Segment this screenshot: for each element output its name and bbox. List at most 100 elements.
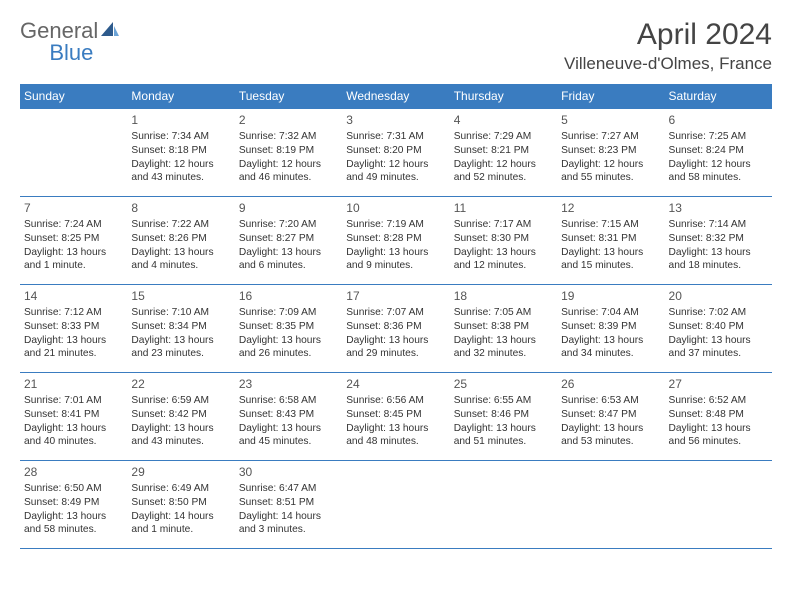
day-info: Sunrise: 7:15 AMSunset: 8:31 PMDaylight:…	[561, 218, 660, 273]
header-tuesday: Tuesday	[235, 84, 342, 109]
header-sunday: Sunday	[20, 84, 127, 109]
daylight-text: Daylight: 13 hours and 58 minutes.	[24, 510, 123, 538]
calendar-week-row: 28Sunrise: 6:50 AMSunset: 8:49 PMDayligh…	[20, 461, 772, 549]
sunrise-text: Sunrise: 7:05 AM	[454, 306, 553, 320]
day-info: Sunrise: 7:05 AMSunset: 8:38 PMDaylight:…	[454, 306, 553, 361]
day-number: 4	[454, 112, 553, 128]
sunrise-text: Sunrise: 7:34 AM	[131, 130, 230, 144]
day-info: Sunrise: 6:52 AMSunset: 8:48 PMDaylight:…	[669, 394, 768, 449]
calendar-day-cell: 18Sunrise: 7:05 AMSunset: 8:38 PMDayligh…	[450, 285, 557, 373]
sunset-text: Sunset: 8:46 PM	[454, 408, 553, 422]
header-monday: Monday	[127, 84, 234, 109]
sunset-text: Sunset: 8:18 PM	[131, 144, 230, 158]
sunset-text: Sunset: 8:40 PM	[669, 320, 768, 334]
sunrise-text: Sunrise: 7:10 AM	[131, 306, 230, 320]
day-number: 2	[239, 112, 338, 128]
daylight-text: Daylight: 13 hours and 6 minutes.	[239, 246, 338, 274]
sunset-text: Sunset: 8:26 PM	[131, 232, 230, 246]
calendar-day-cell: 14Sunrise: 7:12 AMSunset: 8:33 PMDayligh…	[20, 285, 127, 373]
day-number: 6	[669, 112, 768, 128]
day-info: Sunrise: 6:56 AMSunset: 8:45 PMDaylight:…	[346, 394, 445, 449]
calendar-day-cell: 20Sunrise: 7:02 AMSunset: 8:40 PMDayligh…	[665, 285, 772, 373]
calendar-day-cell	[450, 461, 557, 549]
day-info: Sunrise: 6:59 AMSunset: 8:42 PMDaylight:…	[131, 394, 230, 449]
calendar-day-cell: 11Sunrise: 7:17 AMSunset: 8:30 PMDayligh…	[450, 197, 557, 285]
day-info: Sunrise: 7:20 AMSunset: 8:27 PMDaylight:…	[239, 218, 338, 273]
calendar-day-cell: 5 Sunrise: 7:27 AMSunset: 8:23 PMDaylight…	[557, 109, 664, 197]
title-location: Villeneuve-d'Olmes, France	[564, 54, 772, 74]
sunrise-text: Sunrise: 6:53 AM	[561, 394, 660, 408]
daylight-text: Daylight: 13 hours and 26 minutes.	[239, 334, 338, 362]
daylight-text: Daylight: 13 hours and 12 minutes.	[454, 246, 553, 274]
calendar-day-cell: 10 Sunrise: 7:19 AMSunset: 8:28 PMDayligh…	[342, 197, 449, 285]
sunrise-text: Sunrise: 6:59 AM	[131, 394, 230, 408]
daylight-text: Daylight: 13 hours and 4 minutes.	[131, 246, 230, 274]
day-number: 17	[346, 288, 445, 304]
sunset-text: Sunset: 8:20 PM	[346, 144, 445, 158]
sunset-text: Sunset: 8:32 PM	[669, 232, 768, 246]
day-info: Sunrise: 7:02 AMSunset: 8:40 PMDaylight:…	[669, 306, 768, 361]
day-info: Sunrise: 7:17 AMSunset: 8:30 PMDaylight:…	[454, 218, 553, 273]
day-info: Sunrise: 7:32 AMSunset: 8:19 PMDaylight:…	[239, 130, 338, 185]
calendar-day-cell: 27 Sunrise: 6:52 AMSunset: 8:48 PMDayligh…	[665, 373, 772, 461]
calendar-day-cell	[557, 461, 664, 549]
calendar-day-cell: 7Sunrise: 7:24 AMSunset: 8:25 PMDaylight…	[20, 197, 127, 285]
calendar-header-row: Sunday Monday Tuesday Wednesday Thursday…	[20, 84, 772, 109]
sunrise-text: Sunrise: 7:20 AM	[239, 218, 338, 232]
calendar-day-cell	[20, 109, 127, 197]
sunset-text: Sunset: 8:41 PM	[24, 408, 123, 422]
calendar-week-row: 1 Sunrise: 7:34 AMSunset: 8:18 PM Daylight…	[20, 109, 772, 197]
header-wednesday: Wednesday	[342, 84, 449, 109]
daylight-text: Daylight: 13 hours and 40 minutes.	[24, 422, 123, 450]
sunrise-text: Sunrise: 6:49 AM	[131, 482, 230, 496]
day-info: Sunrise: 7:19 AMSunset: 8:28 PMDaylight:…	[346, 218, 445, 273]
calendar-day-cell: 19Sunrise: 7:04 AMSunset: 8:39 PMDayligh…	[557, 285, 664, 373]
calendar-day-cell: 25Sunrise: 6:55 AMSunset: 8:46 PMDayligh…	[450, 373, 557, 461]
sunrise-text: Sunrise: 7:31 AM	[346, 130, 445, 144]
day-number: 1	[131, 112, 230, 128]
sunset-text: Sunset: 8:31 PM	[561, 232, 660, 246]
daylight-text: Daylight: 13 hours and 43 minutes.	[131, 422, 230, 450]
day-info: Sunrise: 7:07 AMSunset: 8:36 PMDaylight:…	[346, 306, 445, 361]
day-info: Sunrise: 7:27 AMSunset: 8:23 PMDaylight:…	[561, 130, 660, 185]
sunrise-text: Sunrise: 7:07 AM	[346, 306, 445, 320]
sunset-text: Sunset: 8:21 PM	[454, 144, 553, 158]
calendar-day-cell: 6Sunrise: 7:25 AMSunset: 8:24 PMDaylight…	[665, 109, 772, 197]
day-number: 5	[561, 112, 660, 128]
sunrise-text: Sunrise: 6:50 AM	[24, 482, 123, 496]
daylight-text: Daylight: 13 hours and 34 minutes.	[561, 334, 660, 362]
day-info: Sunrise: 7:22 AMSunset: 8:26 PMDaylight:…	[131, 218, 230, 273]
header: General April 2024 Villeneuve-d'Olmes, F…	[20, 18, 772, 74]
day-number: 22	[131, 376, 230, 392]
sunset-text: Sunset: 8:30 PM	[454, 232, 553, 246]
sunrise-text: Sunrise: 7:22 AM	[131, 218, 230, 232]
logo-text-blue-row: GeBlue	[20, 40, 93, 66]
sunset-text: Sunset: 8:19 PM	[239, 144, 338, 158]
calendar-day-cell: 9Sunrise: 7:20 AMSunset: 8:27 PMDaylight…	[235, 197, 342, 285]
calendar-day-cell: 3Sunrise: 7:31 AMSunset: 8:20 PMDaylight…	[342, 109, 449, 197]
calendar-day-cell: 8 Sunrise: 7:22 AMSunset: 8:26 PMDaylight…	[127, 197, 234, 285]
calendar-day-cell: 24Sunrise: 6:56 AMSunset: 8:45 PMDayligh…	[342, 373, 449, 461]
sunrise-text: Sunrise: 7:19 AM	[346, 218, 445, 232]
sunrise-text: Sunrise: 6:52 AM	[669, 394, 768, 408]
sunset-text: Sunset: 8:43 PM	[239, 408, 338, 422]
daylight-text: Daylight: 13 hours and 51 minutes.	[454, 422, 553, 450]
sunrise-text: Sunrise: 7:25 AM	[669, 130, 768, 144]
sunrise-text: Sunrise: 7:24 AM	[24, 218, 123, 232]
sunrise-text: Sunrise: 6:55 AM	[454, 394, 553, 408]
sunset-text: Sunset: 8:42 PM	[131, 408, 230, 422]
day-number: 23	[239, 376, 338, 392]
sunrise-text: Sunrise: 7:12 AM	[24, 306, 123, 320]
sunset-text: Sunset: 8:25 PM	[24, 232, 123, 246]
daylight-text: Daylight: 12 hours and 52 minutes.	[454, 158, 553, 186]
daylight-text: Daylight: 13 hours and 9 minutes.	[346, 246, 445, 274]
day-number: 10	[346, 200, 445, 216]
calendar-day-cell	[342, 461, 449, 549]
day-info: Sunrise: 7:10 AMSunset: 8:34 PMDaylight:…	[131, 306, 230, 361]
day-number: 8	[131, 200, 230, 216]
calendar-day-cell: 21Sunrise: 7:01 AMSunset: 8:41 PMDayligh…	[20, 373, 127, 461]
sunset-text: Sunset: 8:50 PM	[131, 496, 230, 510]
day-number: 27	[669, 376, 768, 392]
sunrise-text: Sunrise: 7:15 AM	[561, 218, 660, 232]
calendar-day-cell: 13Sunrise: 7:14 AMSunset: 8:32 PMDayligh…	[665, 197, 772, 285]
